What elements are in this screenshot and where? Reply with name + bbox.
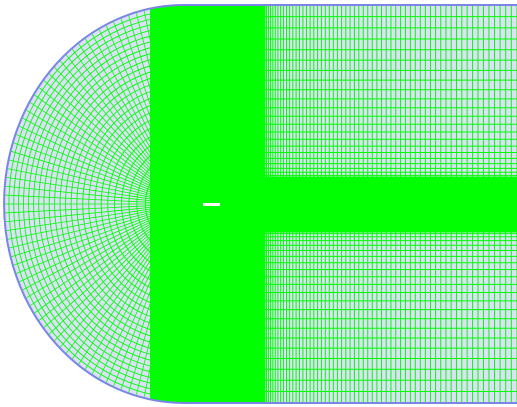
mesh-radial-line: [21, 203, 185, 291]
mesh-radial-line: [77, 203, 185, 366]
mesh-radial-line: [6, 168, 185, 205]
mesh-radial-line: [71, 48, 185, 205]
mesh-radial-line: [65, 53, 185, 205]
mesh-radial-line: [18, 203, 185, 283]
mesh-radial-line: [127, 14, 185, 205]
mesh-radial-line: [6, 203, 185, 240]
mesh-radial-line: [15, 133, 185, 205]
mesh-radial-line: [25, 109, 185, 205]
mesh-radial-line: [53, 66, 185, 205]
mesh-radial-line: [38, 203, 185, 322]
mesh-radial-line: [18, 125, 185, 205]
mesh-radial-line: [135, 203, 185, 396]
mesh-radial-line: [33, 203, 185, 314]
mesh-radial-line: [33, 94, 185, 205]
mesh-radial-line: [98, 203, 185, 380]
mesh-radial-line: [151, 203, 185, 400]
mesh-radial-line: [105, 24, 185, 205]
mesh-radial-line: [143, 203, 185, 399]
mesh-radial-line: [167, 203, 185, 403]
mesh-radial-line: [4, 203, 185, 214]
mesh-radial-line: [84, 37, 185, 205]
mesh-radial-line: [5, 203, 185, 232]
body-marker: [203, 203, 220, 206]
mesh-radial-line: [159, 6, 185, 205]
mesh-radial-line: [38, 86, 185, 205]
mesh-radial-line: [59, 59, 185, 205]
mesh-radial-line: [91, 203, 185, 376]
mesh-radial-line: [167, 5, 185, 205]
mesh-radial-line: [12, 142, 185, 205]
mesh-radial-line: [77, 42, 185, 205]
mesh-radial-line: [21, 117, 185, 205]
mesh-radial-line: [12, 203, 185, 266]
mesh-radial-line: [143, 9, 185, 205]
mesh-radial-line: [59, 203, 185, 349]
mesh-radial-line: [120, 203, 185, 391]
mesh-radial-line: [10, 203, 185, 258]
mesh-radial-line: [8, 203, 185, 249]
mesh-radial-line: [8, 159, 185, 205]
mesh-radial-line: [91, 32, 185, 205]
mesh-radial-line: [4, 185, 185, 205]
mesh-radial-line: [175, 5, 185, 205]
mesh-radial-line: [151, 8, 185, 205]
mesh-radial-line: [43, 79, 185, 205]
mesh-radial-line: [43, 203, 185, 329]
mesh-radial-line: [135, 12, 185, 205]
mesh-radial-line: [48, 72, 185, 205]
mesh-radial-line: [4, 194, 185, 205]
mesh-radial-line: [65, 203, 185, 355]
mesh-radial-line: [25, 203, 185, 299]
mesh-radial-line: [5, 176, 185, 205]
mesh-radial-line: [4, 203, 185, 223]
mesh-radial-line: [112, 20, 185, 205]
mesh-grid: [4, 5, 517, 403]
mesh-radial-line: [71, 203, 185, 360]
mesh-radial-line: [84, 203, 185, 371]
mesh-radial-line: [175, 203, 185, 403]
mesh-radial-line: [29, 101, 185, 205]
mesh-radial-line: [29, 203, 185, 307]
mesh-radial-line: [98, 28, 185, 205]
mesh-radial-line: [105, 203, 185, 384]
mesh-radial-line: [48, 203, 185, 336]
mesh-radial-line: [127, 203, 185, 394]
mesh-radial-line: [112, 203, 185, 388]
mesh-radial-line: [159, 203, 185, 402]
mesh-radial-line: [10, 150, 185, 205]
mesh-radial-line: [120, 17, 185, 205]
mesh-radial-line: [53, 203, 185, 342]
domain-boundary: [3, 4, 517, 404]
mesh-radial-line: [15, 203, 185, 275]
